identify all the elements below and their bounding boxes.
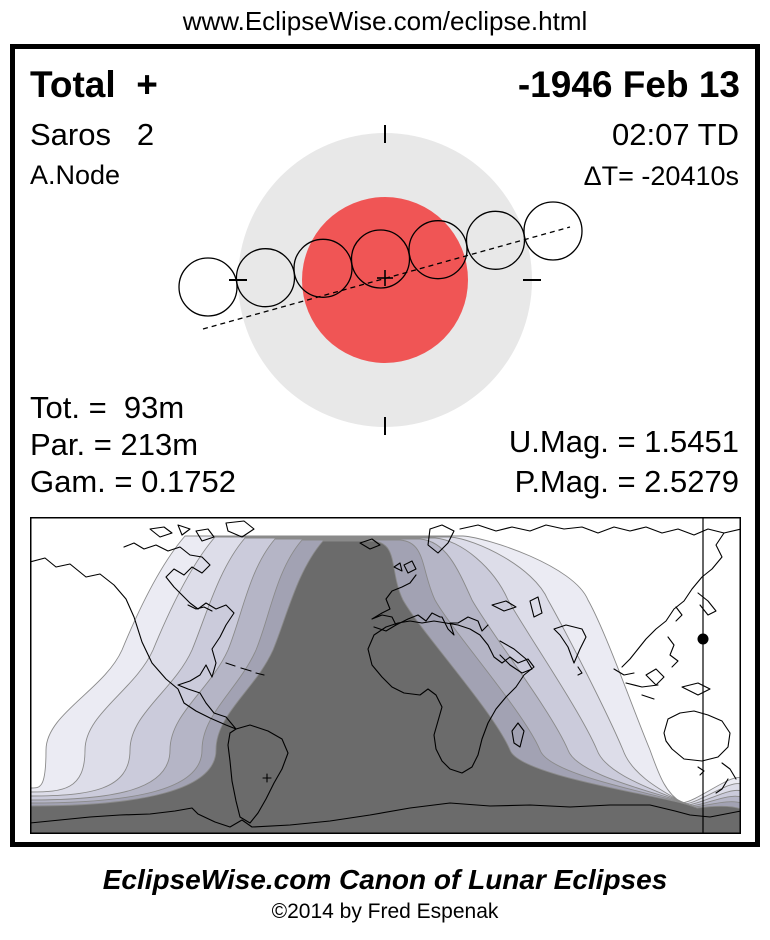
copyright-text: ©2014 by Fred Espenak <box>271 900 499 923</box>
visibility-world-map <box>30 517 741 834</box>
shadow-diagram <box>178 125 583 435</box>
partial-duration-label: Par. = 213m <box>30 427 199 462</box>
eclipse-type-label: Total + <box>30 64 158 105</box>
gamma-label: Gam. = 0.1752 <box>30 464 236 499</box>
shadow-center-cross <box>377 270 393 286</box>
penumbra-cardinal-ticks <box>229 125 541 435</box>
totality-duration-label: Tot. = 93m <box>30 390 185 425</box>
saros-label: Saros 2 <box>30 117 155 152</box>
eclipse-time-label: 02:07 TD <box>612 117 739 152</box>
eclipse-date-label: -1946 Feb 13 <box>517 64 740 105</box>
visibility-shading-bands <box>30 535 741 834</box>
moon-nadir-point-dot <box>697 633 709 645</box>
canon-title: EclipseWise.com Canon of Lunar Eclipses <box>102 864 668 895</box>
map-border <box>30 517 741 834</box>
delta-t-label: ΔT= -20410s <box>583 161 739 191</box>
node-label: A.Node <box>30 160 121 190</box>
umbral-magnitude-label: U.Mag. = 1.5451 <box>508 424 739 459</box>
moon-position-circles <box>178 201 583 317</box>
penumbral-magnitude-label: P.Mag. = 2.5279 <box>514 464 739 499</box>
coastlines <box>30 520 741 828</box>
page-url-text: www.EclipseWise.com/eclipse.html <box>182 6 588 36</box>
